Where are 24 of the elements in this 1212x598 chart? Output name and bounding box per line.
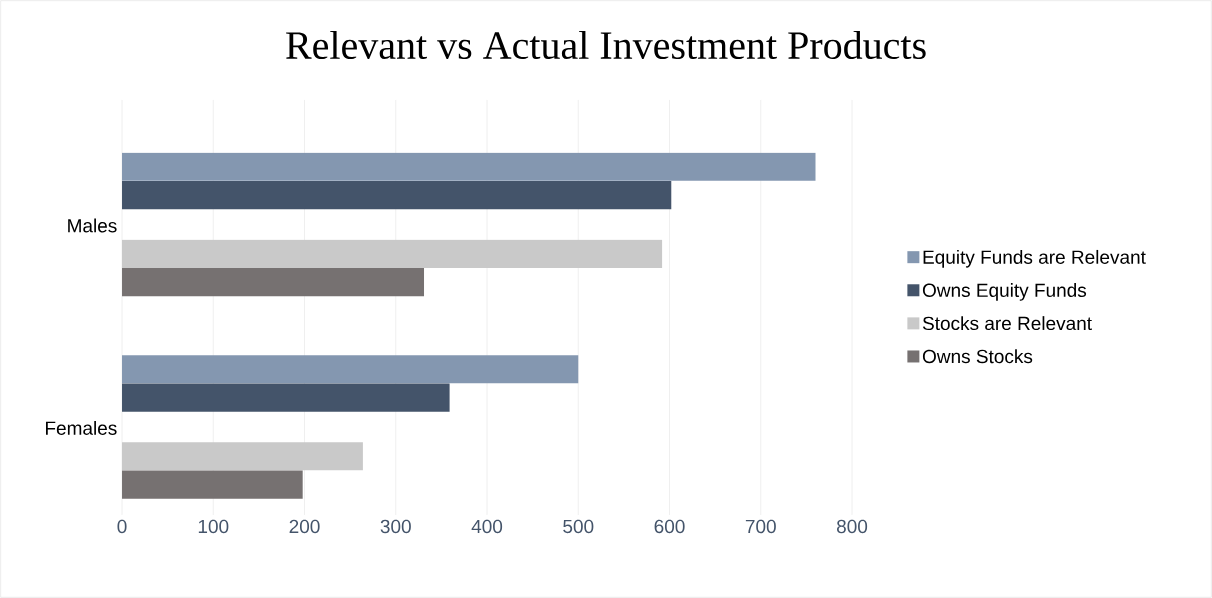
legend-label: Equity Funds are Relevant bbox=[923, 249, 1146, 268]
x-tick-label: 200 bbox=[289, 519, 320, 534]
bar bbox=[122, 239, 663, 268]
legend-label: Stocks are Relevant bbox=[922, 316, 1092, 331]
bar bbox=[122, 470, 303, 499]
legend-label: Owns Equity Funds bbox=[922, 283, 1087, 301]
x-tick-label: 400 bbox=[471, 519, 503, 534]
bar bbox=[122, 268, 425, 297]
bar bbox=[122, 181, 672, 210]
y-tick-label: Males bbox=[68, 218, 117, 233]
bar bbox=[122, 152, 816, 181]
x-tick-label: 600 bbox=[654, 519, 685, 534]
x-tick-label: 700 bbox=[745, 519, 776, 534]
x-tick-label: 800 bbox=[836, 519, 868, 534]
y-tick-label: Females bbox=[46, 420, 117, 435]
chart-title: Relevant vs Actual Investment Products bbox=[286, 30, 926, 60]
x-tick-label: 100 bbox=[198, 519, 229, 534]
x-tick-label: 500 bbox=[563, 519, 594, 534]
legend-label: Owns Stocks bbox=[922, 349, 1033, 364]
bar bbox=[122, 442, 363, 471]
bar bbox=[122, 355, 579, 384]
bar bbox=[122, 383, 450, 412]
x-tick-label: 0 bbox=[117, 519, 127, 534]
x-tick-label: 300 bbox=[380, 519, 411, 534]
